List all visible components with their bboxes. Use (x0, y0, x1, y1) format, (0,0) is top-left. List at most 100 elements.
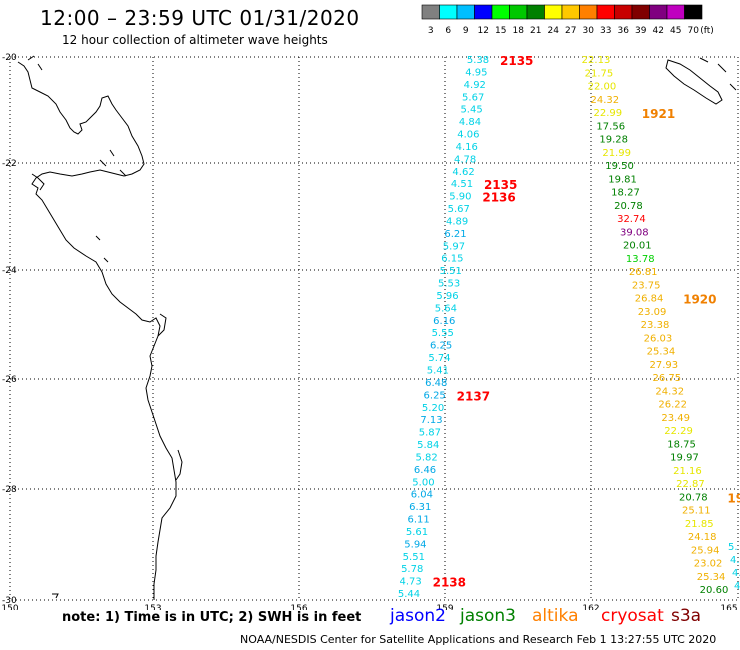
wave-height-label: 4.51 (451, 179, 473, 190)
map-panel: 150 153 156 159 162 165-20-22-24-26-28-30 5.3… (1, 53, 740, 610)
wave-height-label: 6.25 (430, 341, 452, 352)
page-title: 12:00 – 23:59 UTC 01/31/2020 (40, 6, 360, 30)
wave-height-label: 25.11 (682, 506, 711, 517)
satellite-label-jason3: jason3 (460, 606, 516, 626)
wave-height-label: 5.90 (449, 192, 471, 203)
wave-height-label: 5.38 (467, 55, 489, 66)
wave-height-label: 4.89 (446, 216, 468, 227)
wave-height-label: 6.25 (424, 390, 446, 401)
pass-time-label: 1921 (642, 107, 675, 121)
wave-height-label: 25.34 (647, 347, 676, 358)
legend-label: 33 (600, 26, 611, 36)
wave-height-label: 4.16 (456, 142, 478, 153)
wave-height-label: 5.84 (417, 440, 439, 451)
wave-height-label: 23.09 (638, 307, 667, 318)
wave-height-label: 5.94 (404, 539, 426, 550)
legend-label: 27 (565, 26, 576, 36)
wave-height-label: 5.53 (438, 279, 460, 290)
wave-height-label: 24.32 (655, 386, 684, 397)
wave-height-label: 22.00 (588, 82, 617, 93)
lon-tick-label: 159 (436, 604, 453, 610)
lat-tick-label: -26 (2, 375, 17, 385)
legend-label: 36 (618, 26, 630, 36)
credit-line: NOAA/NESDIS Center for Satellite Applica… (240, 633, 717, 646)
wave-height-label: 5.41 (427, 366, 449, 377)
pass-time-label: 2137 (457, 389, 490, 403)
legend-label: 3 (428, 26, 434, 36)
wave-height-label: 21.16 (673, 466, 702, 477)
lon-tick-label: 162 (582, 604, 599, 610)
wave-height-label: 22.13 (582, 55, 611, 66)
note-text: note: 1) Time is in UTC; 2) SWH is in fe… (62, 610, 362, 625)
lon-tick-label: 150 (1, 604, 18, 610)
wave-height-label: 4.84 (459, 117, 481, 128)
wave-height-label: 6.11 (407, 515, 429, 526)
wave-height-label: 17.56 (596, 121, 625, 132)
wave-height-label: 24.32 (591, 95, 620, 106)
wave-height-label: 13.78 (626, 254, 655, 265)
lat-lon-grid (10, 57, 738, 600)
wave-height-label: 4. (732, 568, 740, 579)
wave-height-label: 19.81 (608, 174, 637, 185)
lat-tick-label: -20 (2, 53, 17, 63)
wave-height-label: 5.20 (422, 403, 444, 414)
wave-height-label: 22.87 (676, 479, 705, 490)
pass-time-label: 2138 (433, 576, 466, 590)
altimeter-tracks: 5.384.954.925.675.454.844.064.164.784.62… (398, 54, 740, 600)
legend-unit: (ft) (700, 26, 714, 36)
wave-height-label: 5.87 (419, 428, 441, 439)
wave-height-label: 22.29 (664, 426, 693, 437)
color-legend: 3 6 9 12 15 18 21 24 27 30 33 36 39 42 45 70 (ft) (421, 4, 714, 36)
wave-height-label: 6.21 (444, 229, 466, 240)
page-subtitle: 12 hour collection of altimeter wave hei… (62, 33, 328, 47)
wave-height-label: 4.95 (465, 67, 487, 78)
wave-height-label: 5.64 (435, 303, 457, 314)
wave-height-label: 23.02 (694, 559, 723, 570)
legend-label: 45 (670, 26, 681, 36)
legend-label: 6 (445, 26, 451, 36)
pass-time-label: 2135 (484, 178, 517, 192)
wave-height-label: 23.38 (641, 320, 670, 331)
wave-height-label: 5.45 (460, 105, 482, 116)
wave-height-label: 5.44 (398, 589, 420, 600)
wave-height-label: 5.82 (416, 452, 438, 463)
wave-height-label: 5.61 (406, 527, 428, 538)
wave-height-label: 7.13 (420, 415, 442, 426)
wave-height-label: 5.67 (462, 92, 484, 103)
wave-height-label: 19.50 (605, 161, 634, 172)
wave-height-label: 20.01 (623, 241, 652, 252)
legend-label: 24 (548, 26, 560, 36)
wave-height-label: 6.16 (433, 316, 455, 327)
wave-height-label: 25.94 (691, 545, 720, 556)
wave-height-label: 5.51 (403, 552, 425, 563)
wave-height-label: 32.74 (617, 214, 646, 225)
wave-height-label: 26.22 (658, 400, 687, 411)
pass-time-label: 2136 (482, 191, 515, 205)
pass-time-label: 2135 (500, 54, 533, 68)
wave-height-label: 5. (728, 542, 738, 553)
wave-height-label: 39.08 (620, 227, 649, 238)
wave-height-label: 19.97 (670, 453, 699, 464)
wave-height-label: 26.75 (652, 373, 681, 384)
wave-height-label: 4.73 (399, 577, 421, 588)
wave-height-label: 26.81 (629, 267, 658, 278)
satellite-label-cryosat: cryosat (601, 606, 664, 626)
satellite-label-s3a: s3a (671, 606, 702, 626)
wave-height-label: 6.48 (425, 378, 447, 389)
map-frame (9, 56, 739, 601)
legend-label: 9 (463, 26, 469, 36)
wave-height-label: 5.67 (448, 204, 470, 215)
wave-height-label: 26.84 (635, 294, 664, 305)
legend-swatch (684, 4, 703, 20)
axis-labels: 150 153 156 159 162 165 -20 -22 -24 -26 -28 -30 (1, 53, 737, 610)
wave-height-label: 5.55 (432, 328, 454, 339)
wave-height-label: 4. (730, 555, 740, 566)
wave-height-label: 25.34 (697, 572, 726, 583)
satellite-label-jason2: jason2 (390, 606, 446, 626)
wave-height-label: 5.96 (436, 291, 458, 302)
wave-height-label: 27.93 (650, 360, 679, 371)
legend-label: 30 (583, 26, 595, 36)
wave-height-label: 20.78 (679, 492, 708, 503)
legend-label: 18 (513, 26, 525, 36)
